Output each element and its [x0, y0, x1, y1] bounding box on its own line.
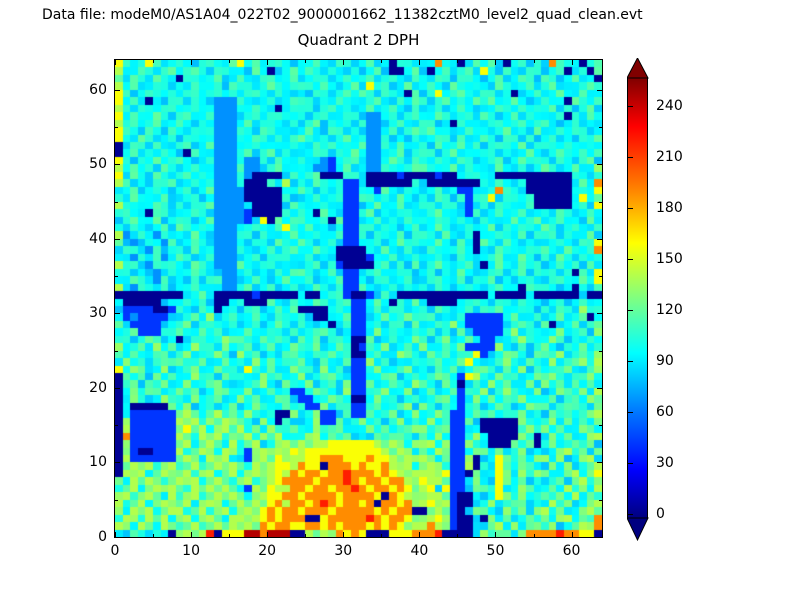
x-major-tick [571, 532, 573, 537]
y-minor-tick [115, 499, 118, 501]
y-tick-label: 20 [89, 379, 107, 396]
x-minor-tick-top [305, 60, 307, 63]
y-major-tick [115, 537, 120, 538]
y-major-tick [115, 313, 120, 315]
y-major-tick-right [597, 462, 602, 464]
y-minor-tick [115, 276, 118, 278]
y-minor-tick-right [599, 127, 602, 129]
y-major-tick [115, 164, 120, 166]
y-minor-tick-right [599, 425, 602, 427]
x-major-tick [343, 532, 345, 537]
y-major-tick-right [597, 164, 602, 166]
y-minor-tick-right [599, 350, 602, 352]
x-major-tick-top [267, 60, 269, 65]
x-minor-tick [305, 534, 307, 537]
y-tick-label: 10 [89, 454, 107, 471]
y-minor-tick [115, 425, 118, 427]
colorbar-tick [628, 310, 633, 311]
x-major-tick [267, 532, 269, 537]
x-minor-tick-top [533, 60, 535, 63]
colorbar-tick-label: 150 [656, 251, 683, 267]
plot-axes-frame [114, 59, 603, 538]
colorbar-tick [628, 106, 633, 107]
y-minor-tick-right [599, 276, 602, 278]
data-file-label: Data file: modeM0/AS1A04_022T02_90000016… [42, 7, 643, 23]
x-major-tick [115, 532, 116, 537]
x-minor-tick [153, 534, 155, 537]
x-minor-tick [381, 534, 383, 537]
x-major-tick-top [191, 60, 193, 65]
y-major-tick [115, 238, 120, 240]
x-major-tick-top [571, 60, 573, 65]
colorbar-bottom-arrow [627, 517, 649, 542]
x-tick-label: 50 [486, 543, 505, 559]
x-major-tick-top [115, 60, 116, 65]
x-minor-tick [533, 534, 535, 537]
y-minor-tick-right [599, 499, 602, 501]
colorbar-tick-label: 90 [656, 353, 674, 369]
y-major-tick [115, 89, 120, 91]
y-minor-tick-right [599, 201, 602, 203]
y-minor-tick [115, 350, 118, 352]
y-major-tick [115, 462, 120, 464]
x-major-tick-top [495, 60, 497, 65]
x-minor-tick [229, 534, 231, 537]
x-major-tick [419, 532, 421, 537]
x-minor-tick-top [457, 60, 459, 63]
plot-title: Quadrant 2 DPH [297, 31, 420, 49]
x-tick-label: 40 [410, 543, 429, 559]
colorbar-tick-label: 240 [656, 98, 683, 114]
colorbar-tick-label: 60 [656, 404, 674, 420]
colorbar-tick [628, 412, 633, 413]
colorbar-tick-label: 30 [656, 455, 674, 471]
y-tick-label: 30 [89, 305, 107, 322]
colorbar-tick [628, 157, 633, 158]
colorbar-tick [628, 361, 633, 362]
y-minor-tick [115, 127, 118, 129]
x-minor-tick-top [229, 60, 231, 63]
colorbar-tick [628, 514, 633, 515]
y-major-tick [115, 387, 120, 389]
colorbar-tick-label: 120 [656, 302, 683, 318]
y-major-tick-right [597, 313, 602, 315]
y-tick-label: 60 [89, 81, 107, 98]
x-major-tick-top [419, 60, 421, 65]
colorbar-gradient-body [627, 77, 648, 519]
colorbar-tick [628, 259, 633, 260]
y-major-tick-right [597, 238, 602, 240]
colorbar-tick [628, 208, 633, 209]
colorbar-tick-label: 210 [656, 149, 683, 165]
x-tick-label: 60 [562, 543, 581, 559]
x-minor-tick [457, 534, 459, 537]
x-major-tick [191, 532, 193, 537]
y-tick-label: 0 [98, 529, 107, 545]
y-tick-label: 40 [89, 230, 107, 247]
y-major-tick-right [597, 387, 602, 389]
x-tick-label: 20 [258, 543, 277, 559]
colorbar [627, 58, 649, 542]
colorbar-tick [628, 463, 633, 464]
x-major-tick [495, 532, 497, 537]
x-tick-label: 10 [182, 543, 201, 559]
x-major-tick-top [343, 60, 345, 65]
colorbar-top-arrow [627, 58, 649, 79]
x-minor-tick-top [153, 60, 155, 63]
y-major-tick-right [597, 537, 602, 538]
colorbar-tick-label: 0 [656, 506, 665, 522]
y-major-tick-right [597, 89, 602, 91]
y-tick-label: 50 [89, 156, 107, 173]
x-minor-tick-top [381, 60, 383, 63]
x-tick-label: 0 [110, 543, 120, 559]
y-minor-tick [115, 201, 118, 203]
heatmap-canvas [115, 60, 602, 537]
colorbar-tick-label: 180 [656, 200, 683, 216]
x-tick-label: 30 [334, 543, 353, 559]
